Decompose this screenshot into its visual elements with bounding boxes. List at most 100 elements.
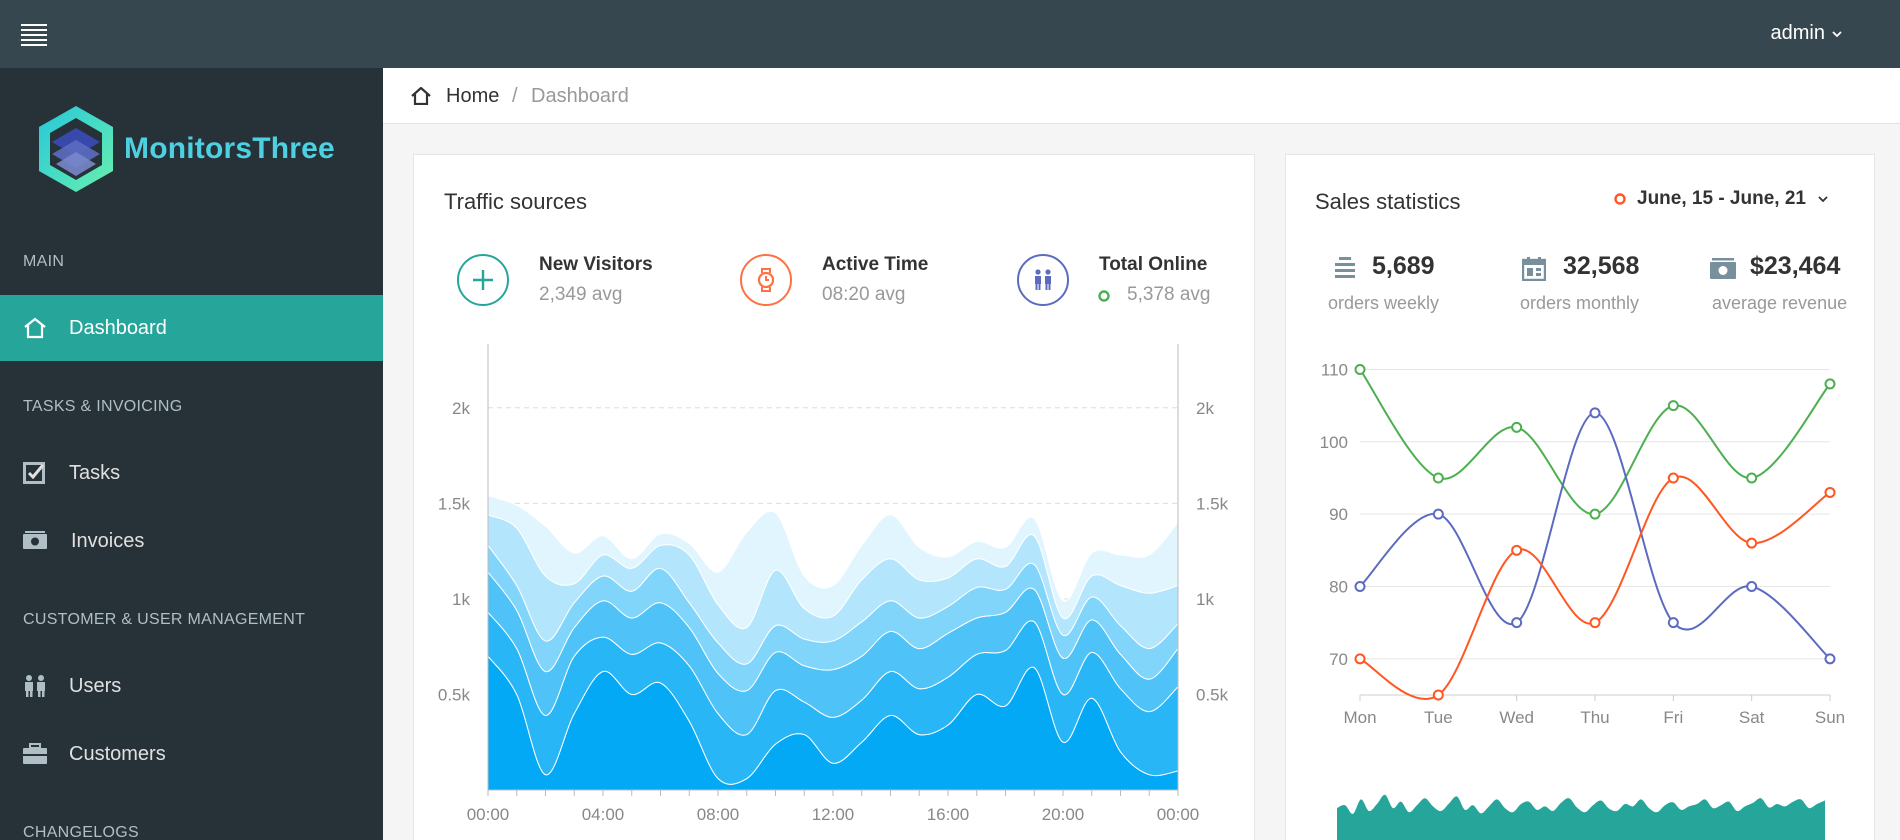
range-dot-icon bbox=[1614, 193, 1626, 205]
breadcrumb-home-link[interactable]: Home bbox=[446, 85, 500, 107]
data-point bbox=[1746, 580, 1758, 592]
x-tick-label: 20:00 bbox=[1042, 805, 1085, 824]
x-tick-label: Tue bbox=[1424, 708, 1453, 727]
user-menu[interactable]: admin bbox=[1771, 22, 1843, 45]
brand[interactable]: MonitorsThree bbox=[36, 104, 335, 194]
sales-statistics-title: Sales statistics bbox=[1315, 189, 1461, 214]
stat-value: 32,568 bbox=[1563, 252, 1640, 280]
sales-statistics-card bbox=[1285, 154, 1875, 840]
stat-label: average revenue bbox=[1712, 293, 1848, 313]
data-point bbox=[1354, 653, 1366, 665]
y-tick-label-right: 1.5k bbox=[1196, 494, 1229, 513]
people-icon bbox=[1017, 254, 1069, 306]
sidebar: MonitorsThree MAIN Dashboard TASKS & INV… bbox=[0, 68, 383, 840]
home-icon bbox=[411, 87, 431, 105]
y-tick-label: 1.5k bbox=[438, 494, 471, 513]
watch-icon bbox=[740, 254, 792, 306]
x-tick-label: 00:00 bbox=[467, 805, 510, 824]
sidebar-item-label: Users bbox=[69, 675, 122, 697]
data-point bbox=[1511, 421, 1523, 433]
data-point bbox=[1354, 363, 1366, 375]
x-tick-label: Sun bbox=[1815, 708, 1845, 727]
y-tick-label-right: 2k bbox=[1196, 399, 1214, 418]
home-icon bbox=[24, 317, 46, 339]
kpi-value: 08:20 avg bbox=[822, 284, 906, 305]
x-tick-label: 12:00 bbox=[812, 805, 855, 824]
date-range-dropdown[interactable]: June, 15 - June, 21 bbox=[1613, 188, 1830, 210]
plus-icon bbox=[457, 254, 509, 306]
breadcrumb-separator: / bbox=[512, 85, 518, 107]
sales-line-chart: 70 80 90 100 110 Mon Tue Wed Thu Fri Sat Sun bbox=[1320, 360, 1846, 727]
x-tick-label: Thu bbox=[1580, 708, 1609, 727]
data-point bbox=[1432, 508, 1444, 520]
kpi-value: 2,349 avg bbox=[539, 284, 623, 305]
nav-section-main: MAIN bbox=[23, 253, 65, 270]
stat-label: orders monthly bbox=[1520, 293, 1640, 313]
y-tick-label-right: 1k bbox=[1196, 590, 1214, 609]
kpi-label: Active Time bbox=[822, 254, 929, 275]
data-point bbox=[1667, 400, 1679, 412]
data-point bbox=[1589, 407, 1601, 419]
sidebar-item-dashboard[interactable]: Dashboard bbox=[0, 295, 383, 361]
sidebar-item-users[interactable]: Users bbox=[0, 653, 383, 719]
data-point bbox=[1667, 617, 1679, 629]
traffic-streamgraph-chart: 0.5k 0.5k 1k 1k 1.5k 1.5k 2k 2k 00:00 04:00 08:00 1… bbox=[438, 344, 1229, 824]
date-range-label: June, 15 - June, 21 bbox=[1637, 188, 1806, 209]
nav-section-changelogs: CHANGELOGS bbox=[23, 824, 139, 840]
sidebar-item-customers[interactable]: Customers bbox=[0, 721, 383, 787]
data-point bbox=[1511, 617, 1523, 629]
x-tick-label: Wed bbox=[1499, 708, 1534, 727]
sparkline-area bbox=[1337, 794, 1825, 840]
kpi-label: Total Online bbox=[1099, 254, 1208, 275]
y-tick-label: 1k bbox=[452, 590, 470, 609]
sidebar-item-invoices[interactable]: Invoices bbox=[0, 508, 383, 574]
menu-toggle-icon[interactable] bbox=[21, 24, 47, 46]
traffic-sources-title: Traffic sources bbox=[444, 189, 588, 214]
data-point bbox=[1432, 689, 1444, 701]
sidebar-item-label: Dashboard bbox=[69, 317, 167, 339]
nav-section-tasks-invoicing: TASKS & INVOICING bbox=[23, 398, 183, 415]
data-point bbox=[1746, 537, 1758, 549]
sidebar-item-label: Invoices bbox=[71, 530, 145, 552]
briefcase-icon bbox=[23, 743, 47, 764]
cash-icon bbox=[1710, 258, 1736, 279]
sidebar-item-tasks[interactable]: Tasks bbox=[0, 440, 383, 506]
y-tick-label: 2k bbox=[452, 399, 470, 418]
brand-logo-icon bbox=[39, 106, 113, 192]
y-tick-label: 80 bbox=[1329, 577, 1348, 596]
kpi-label: New Visitors bbox=[539, 254, 653, 275]
data-point bbox=[1667, 472, 1679, 484]
chevron-down-icon bbox=[1818, 196, 1828, 203]
data-point bbox=[1511, 544, 1523, 556]
chevron-down-icon bbox=[1832, 30, 1842, 37]
y-tick-label: 110 bbox=[1321, 360, 1348, 379]
sidebar-item-label: Tasks bbox=[69, 462, 121, 484]
data-point bbox=[1824, 486, 1836, 498]
x-tick-label: 08:00 bbox=[697, 805, 740, 824]
sidebar-item-label: Customers bbox=[69, 743, 166, 765]
x-tick-label: 00:00 bbox=[1157, 805, 1200, 824]
stat-value: $23,464 bbox=[1750, 252, 1841, 280]
data-point bbox=[1354, 580, 1366, 592]
y-tick-label: 0.5k bbox=[438, 685, 471, 704]
breadcrumb: Home / Dashboard bbox=[383, 68, 1900, 124]
data-point bbox=[1824, 378, 1836, 390]
money-icon bbox=[23, 531, 47, 549]
data-point bbox=[1432, 472, 1444, 484]
data-point bbox=[1824, 653, 1836, 665]
y-tick-label: 100 bbox=[1320, 433, 1348, 452]
y-tick-label: 70 bbox=[1329, 650, 1348, 669]
kpi-value: 5,378 avg bbox=[1127, 284, 1211, 305]
x-tick-label: Fri bbox=[1663, 708, 1683, 727]
x-tick-label: Mon bbox=[1343, 708, 1376, 727]
list-icon bbox=[1335, 257, 1355, 278]
user-name: admin bbox=[1770, 22, 1825, 44]
x-tick-label: 04:00 bbox=[582, 805, 625, 824]
sales-area-sparkline bbox=[1337, 794, 1825, 840]
stat-value: 5,689 bbox=[1372, 252, 1435, 280]
y-tick-label-right: 0.5k bbox=[1196, 685, 1229, 704]
y-tick-label: 90 bbox=[1329, 505, 1348, 524]
users-icon bbox=[25, 675, 45, 697]
data-point bbox=[1589, 617, 1601, 629]
task-check-icon bbox=[23, 462, 45, 484]
